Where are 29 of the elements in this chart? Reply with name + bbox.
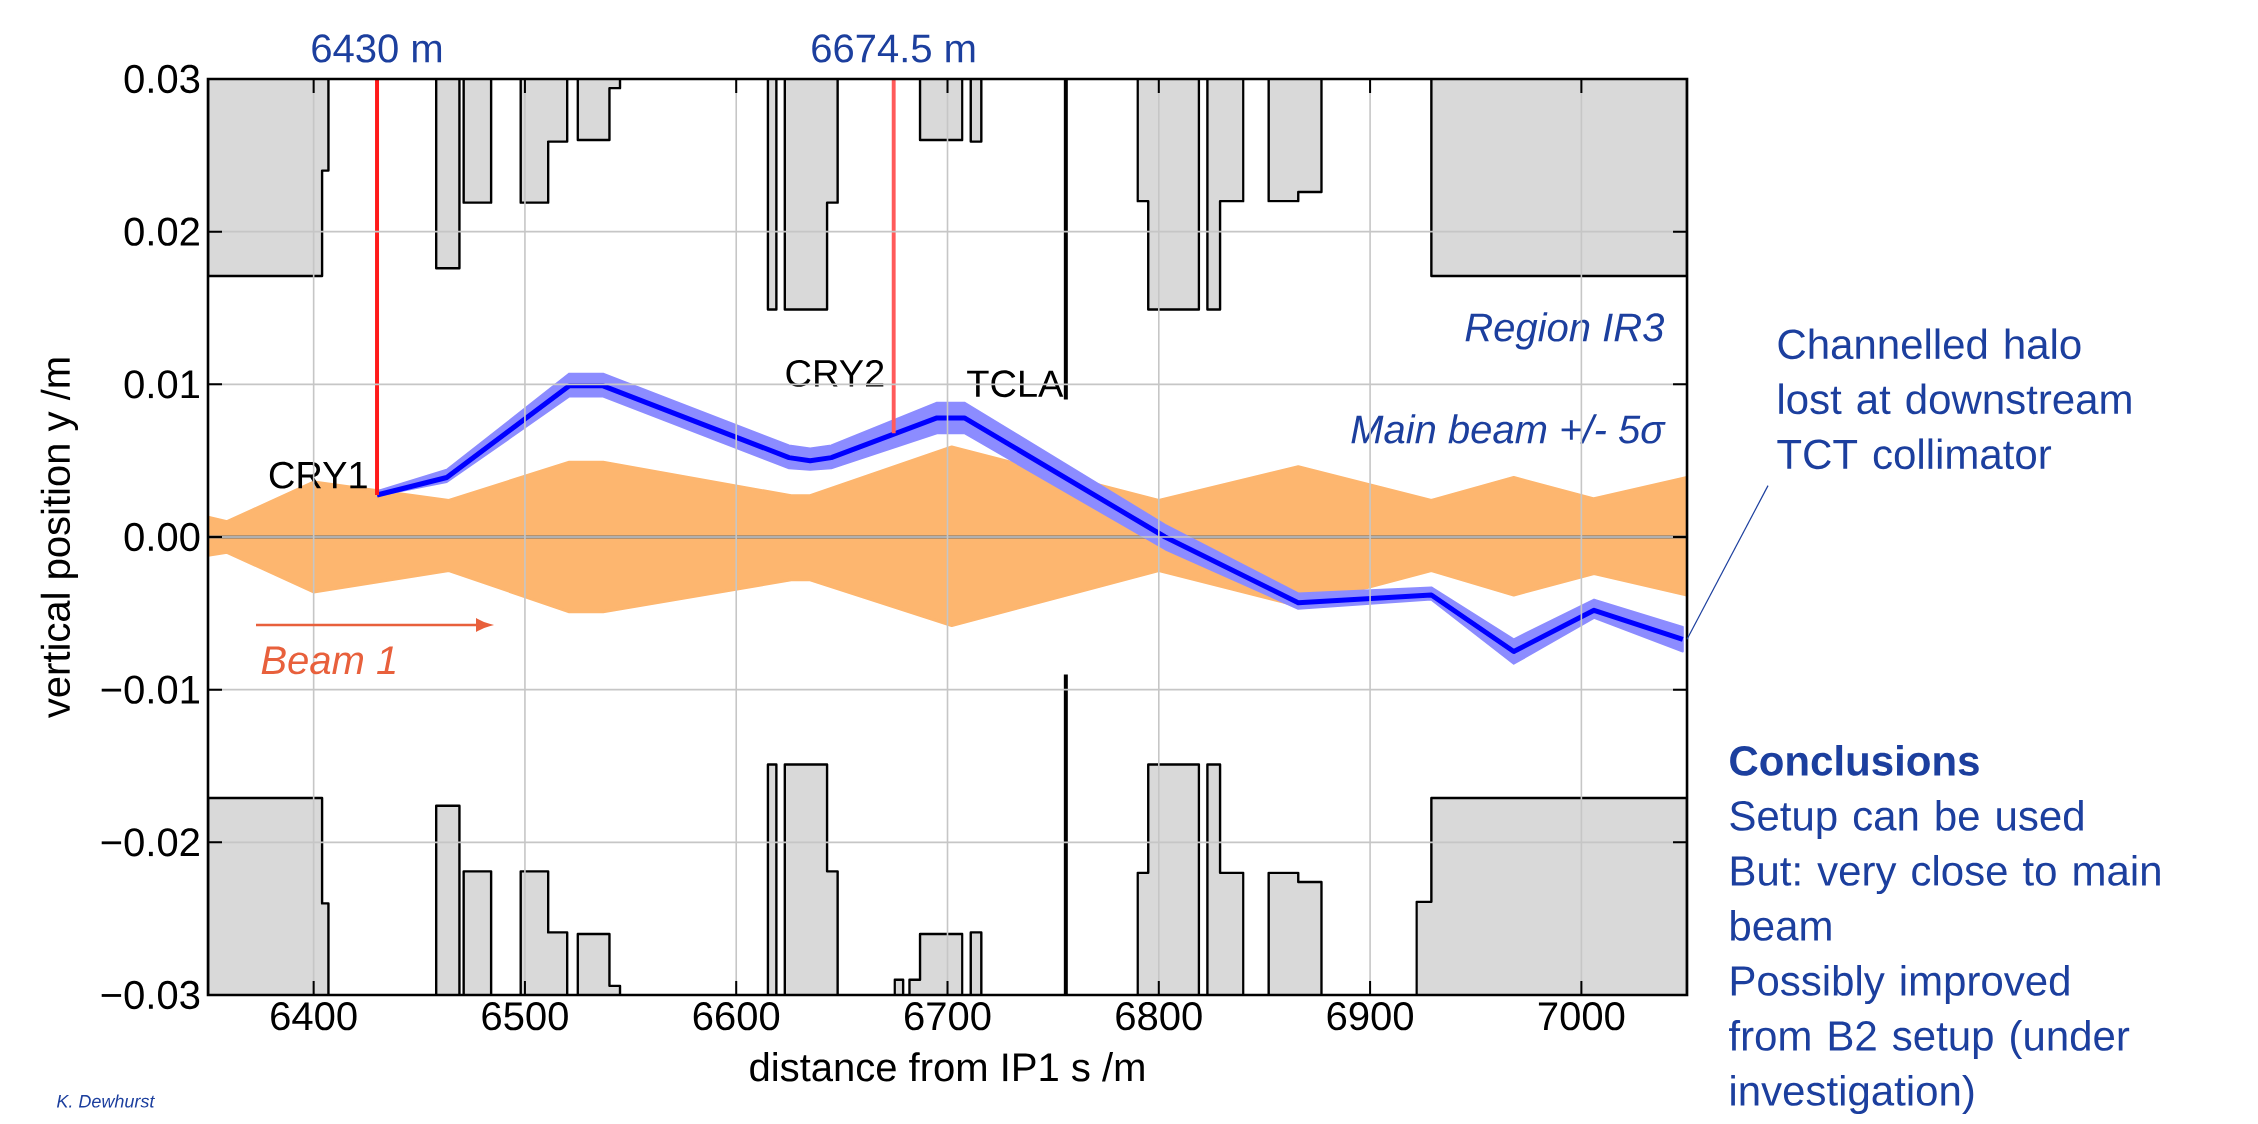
x-tick-label: 6900 xyxy=(1327,1002,1413,1031)
series-label: TCLA xyxy=(967,370,1064,398)
y-tick-label: −0.03 xyxy=(101,980,200,1010)
annotation: Region IR3 xyxy=(1465,312,1665,350)
annotation: 6430 m xyxy=(312,34,442,63)
x-tick-label: 6800 xyxy=(1116,1002,1202,1031)
annotation: Beam 1 xyxy=(261,646,395,675)
x-tick-label: 7000 xyxy=(1538,1002,1625,1031)
y-tick-label: −0.02 xyxy=(101,828,199,857)
x-axis-title: distance from IP1 s /m xyxy=(750,1052,1144,1082)
y-axis-title: vertical position y /m xyxy=(40,358,78,719)
annotation: Main beam +/- 5σ xyxy=(1351,414,1666,444)
text: Conclusions xyxy=(1730,744,1979,776)
y-tick-label: 0.00 xyxy=(124,522,200,552)
annotation: CRY1 xyxy=(269,461,367,489)
y-tick-label: 0.03 xyxy=(124,64,200,94)
y-tick-label: −0.01 xyxy=(101,675,199,704)
y-tick-label: 0.02 xyxy=(124,217,199,246)
text: But: very close to main beam xyxy=(1731,854,2160,941)
text: Possibly improved from B2 setup (under investigation) xyxy=(1729,964,2130,1115)
text: Setup can be used xyxy=(1730,799,2083,840)
x-tick-label: 6500 xyxy=(482,1002,568,1031)
text: K. Dewhurst xyxy=(56,1094,156,1108)
y-tick-label: 0.01 xyxy=(124,370,199,399)
x-tick-label: 6400 xyxy=(271,1002,357,1031)
annotation: 6674.5 m xyxy=(812,34,975,63)
x-tick-label: 6700 xyxy=(905,1002,991,1031)
annotation: Channelled halo lost at downstream TCT collimator xyxy=(1777,328,2131,470)
x-tick-label: 6600 xyxy=(693,1002,780,1031)
